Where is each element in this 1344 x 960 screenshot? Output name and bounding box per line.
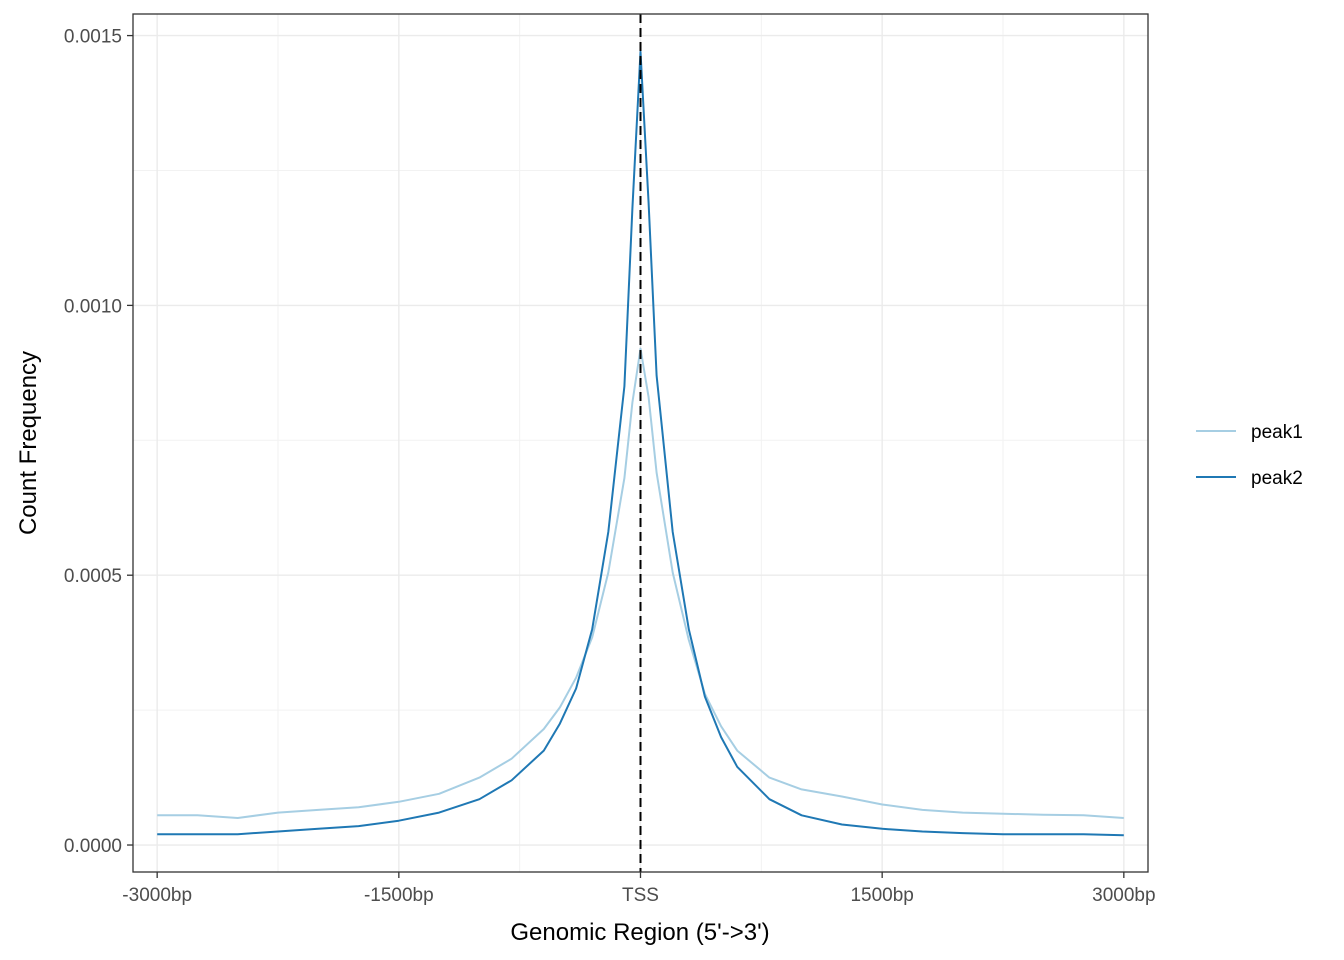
series-line-peak2	[157, 50, 1124, 837]
legend-label-peak2: peak2	[1251, 468, 1303, 489]
x-tick-label: 3000bp	[1092, 885, 1155, 906]
x-tick-label: -1500bp	[364, 885, 434, 906]
y-axis-title: Count Frequency	[15, 351, 42, 535]
series-lines	[157, 50, 1124, 837]
legend-label-peak1: peak1	[1251, 422, 1303, 443]
y-tick-label: 0.0015	[64, 27, 122, 48]
legend: peak1 peak2	[1196, 422, 1303, 489]
y-tick-label: 0.0010	[64, 296, 122, 317]
series-line-peak1	[157, 347, 1124, 819]
x-tick-label: TSS	[622, 885, 659, 906]
y-tick-label: 0.0000	[64, 836, 122, 857]
y-tick-label: 0.0005	[64, 566, 122, 587]
axes: -3000bp -1500bp TSS 1500bp 3000bp 0.0000 0.000…	[64, 27, 1156, 906]
x-axis-title: Genomic Region (5'->3')	[510, 919, 769, 946]
x-tick-label: 1500bp	[850, 885, 913, 906]
x-tick-label: -3000bp	[122, 885, 192, 906]
